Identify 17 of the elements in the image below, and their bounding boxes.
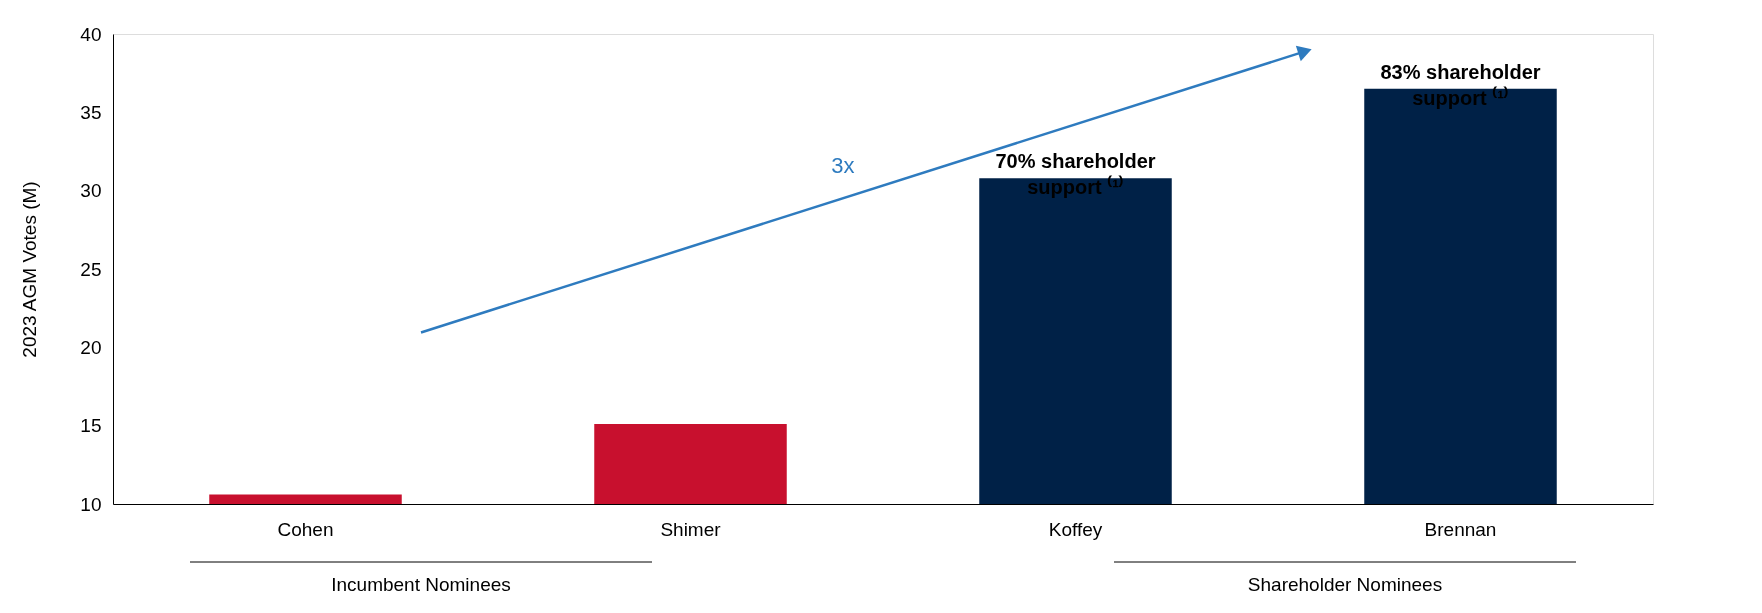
y-tick-label: 10	[80, 493, 102, 515]
annotation: 3x	[831, 152, 855, 178]
text: Incumbent Nominees	[331, 574, 511, 595]
x-tick-label: Koffey	[1048, 518, 1103, 540]
y-tick-label: 15	[80, 415, 102, 437]
annotation: 70% shareholder support ⁽¹⁾	[995, 150, 1156, 199]
x-tick-label: Shimer	[660, 518, 722, 540]
y-tick-label: 35	[80, 101, 102, 123]
y-tick-label: 30	[80, 180, 102, 202]
annotation: 83% shareholder support ⁽¹⁾	[1380, 60, 1541, 109]
y-tick-label: 40	[80, 23, 102, 45]
y-tick-label: 25	[80, 258, 102, 280]
y-tick-label: 20	[80, 336, 102, 358]
y-axis-title: 2023 AGM Votes (M)	[19, 181, 41, 358]
x-tick-label: Brennan	[1424, 518, 1497, 540]
x-tick-label: Cohen	[277, 518, 334, 540]
text: Shareholder Nominees	[1247, 574, 1443, 595]
